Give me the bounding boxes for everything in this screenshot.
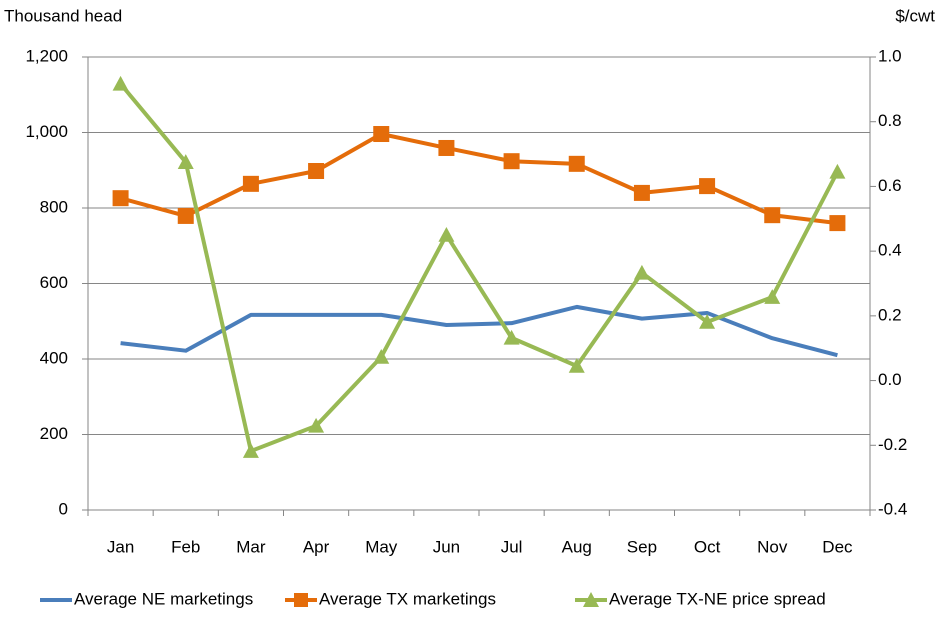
y-tick-label: 200 <box>40 424 68 443</box>
y2-tick-label: -0.4 <box>878 499 907 518</box>
marker <box>699 178 716 195</box>
marker <box>438 139 455 156</box>
y2-tick-label: 0.4 <box>878 241 902 260</box>
y-tick-label: 600 <box>40 273 68 292</box>
series-line <box>119 82 840 454</box>
marker <box>373 348 390 364</box>
x-tick-label: Oct <box>694 537 721 556</box>
y2-tick-label: 1.0 <box>878 46 902 65</box>
y2-tick-label: 0.6 <box>878 176 902 195</box>
legend-marker <box>294 593 308 607</box>
marker <box>568 155 585 172</box>
marker <box>764 207 781 224</box>
y-tick-label: 800 <box>40 197 68 216</box>
y-axis-label: Thousand head <box>4 6 122 25</box>
legend-label: Average TX-NE price spread <box>609 589 826 608</box>
marker <box>177 154 194 169</box>
marker <box>177 207 194 224</box>
marker <box>373 126 390 143</box>
marker <box>568 358 585 373</box>
marker <box>242 175 259 192</box>
marker <box>503 153 520 170</box>
x-tick-label: Jul <box>501 537 523 556</box>
marker <box>112 190 129 207</box>
marker <box>503 329 520 345</box>
y2-tick-label: 0.0 <box>878 370 902 389</box>
x-tick-label: Sep <box>627 537 657 556</box>
x-tick-label: Feb <box>171 537 200 556</box>
x-tick-label: Jan <box>107 537 134 556</box>
y2-tick-label: -0.2 <box>878 435 907 454</box>
x-tick-label: Apr <box>303 537 330 556</box>
marker <box>308 417 325 433</box>
x-tick-label: Dec <box>822 537 853 556</box>
series-line <box>120 132 838 226</box>
y-tick-label: 1,200 <box>25 46 68 65</box>
marker <box>829 163 846 179</box>
marker <box>699 314 716 329</box>
marker <box>829 215 846 232</box>
marker <box>764 289 781 304</box>
y2-tick-label: 0.2 <box>878 305 902 324</box>
legend-label: Average TX marketings <box>319 589 496 608</box>
marker <box>242 443 259 458</box>
y-tick-label: 1,000 <box>25 122 68 141</box>
y2-axis-label: $/cwt <box>895 6 935 25</box>
x-tick-label: May <box>365 537 398 556</box>
legend-marker <box>583 592 599 607</box>
x-tick-label: Mar <box>236 537 266 556</box>
marker <box>438 226 455 242</box>
legend-label: Average NE marketings <box>74 589 253 608</box>
marker <box>308 163 325 180</box>
marker <box>633 264 650 280</box>
marker <box>633 184 650 201</box>
y-tick-label: 400 <box>40 348 68 367</box>
y2-tick-label: 0.8 <box>878 111 902 130</box>
marker <box>112 75 129 91</box>
x-tick-label: Nov <box>757 537 788 556</box>
y-tick-label: 0 <box>59 499 68 518</box>
x-tick-label: Aug <box>562 537 592 556</box>
x-tick-label: Jun <box>433 537 460 556</box>
